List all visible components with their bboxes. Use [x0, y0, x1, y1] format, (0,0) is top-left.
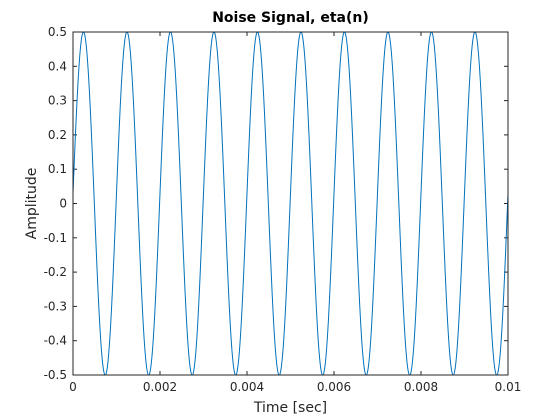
y-tick-label: 0.5 [48, 25, 67, 39]
y-tick-label: -0.2 [44, 265, 67, 279]
y-axis-label: Amplitude [24, 168, 40, 240]
tick-labels: 0 0.002 0.004 0.006 0.008 0.01 -0.5 -0.4 -0.3 -0.… [44, 25, 522, 394]
y-tick-label: -0.3 [44, 299, 67, 313]
y-tick-label: -0.1 [44, 231, 67, 245]
y-tick-label: 0 [59, 197, 67, 211]
series-line [72, 31, 509, 376]
y-tick-label: 0.1 [48, 162, 67, 176]
x-axis-label: Time [sec] [253, 400, 327, 416]
y-tick-label: 0.2 [48, 128, 67, 142]
chart-title: Noise Signal, eta(n) [212, 10, 369, 26]
x-tick-label: 0.006 [317, 380, 351, 394]
x-tick-label: 0.01 [495, 380, 522, 394]
x-tick-label: 0.008 [404, 380, 438, 394]
x-tick-label: 0.002 [143, 380, 177, 394]
y-tick-label: 0.3 [48, 94, 67, 108]
x-tick-label: 0.004 [230, 380, 264, 394]
y-tick-label: -0.5 [44, 368, 67, 382]
series-group [72, 31, 509, 376]
y-tick-label: -0.4 [44, 334, 67, 348]
y-tick-label: 0.4 [48, 59, 67, 73]
axes-box [72, 31, 509, 376]
x-tick-label: 0 [69, 380, 77, 394]
